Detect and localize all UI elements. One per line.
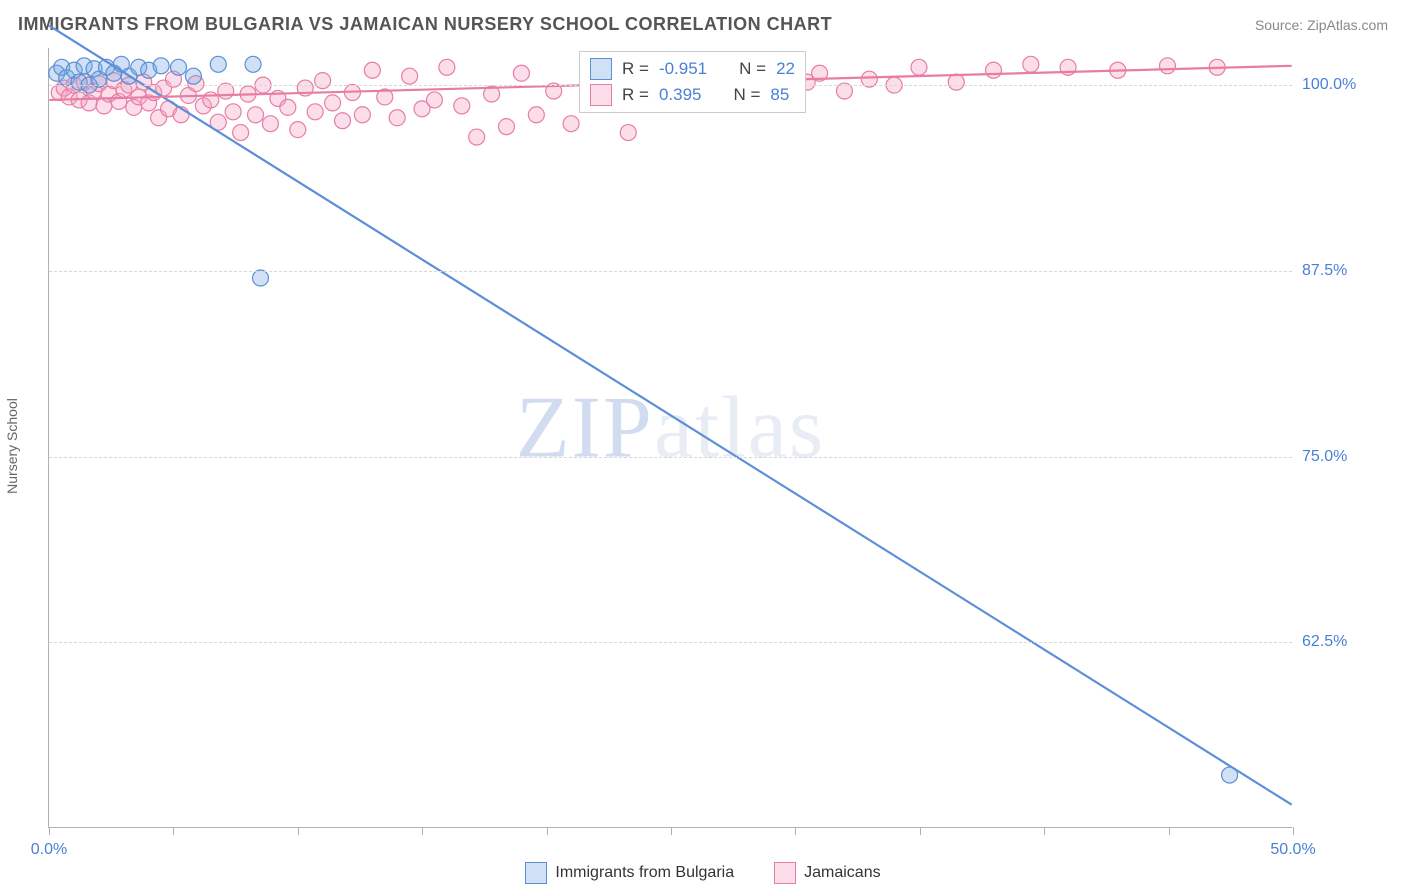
scatter-point	[171, 59, 187, 75]
scatter-point	[454, 98, 470, 114]
scatter-point	[439, 59, 455, 75]
legend-r-label: R =	[622, 85, 649, 105]
scatter-point	[948, 74, 964, 90]
swatch-bulgaria	[590, 58, 612, 80]
legend-r-value-bulgaria: -0.951	[659, 59, 707, 79]
x-tick	[671, 827, 672, 835]
legend-item-jamaicans: Jamaicans	[774, 862, 880, 884]
scatter-point	[499, 119, 515, 135]
x-tick	[1293, 827, 1294, 835]
legend-n-value-bulgaria: 22	[776, 59, 795, 79]
trend-line	[49, 26, 1291, 805]
x-tick	[795, 827, 796, 835]
y-tick-label: 62.5%	[1302, 633, 1402, 651]
x-tick	[920, 827, 921, 835]
grid-line	[49, 457, 1292, 458]
legend-r-value-jamaicans: 0.395	[659, 85, 702, 105]
scatter-point	[307, 104, 323, 120]
scatter-point	[290, 122, 306, 138]
scatter-point	[315, 73, 331, 89]
x-tick	[49, 827, 50, 835]
chart-svg	[49, 48, 1292, 827]
scatter-point	[389, 110, 405, 126]
y-tick-label: 100.0%	[1302, 76, 1402, 94]
plot-area: ZIPatlas R = -0.951 N = 22 R = 0.395 N =…	[48, 48, 1292, 828]
x-tick-label: 50.0%	[1270, 841, 1315, 859]
y-axis-label: Nursery School	[4, 398, 20, 494]
legend-n-value-jamaicans: 85	[770, 85, 789, 105]
scatter-point	[911, 59, 927, 75]
swatch-jamaicans-bottom	[774, 862, 796, 884]
grid-line	[49, 271, 1292, 272]
x-tick	[1044, 827, 1045, 835]
scatter-point	[513, 65, 529, 81]
chart-header: IMMIGRANTS FROM BULGARIA VS JAMAICAN NUR…	[18, 14, 1388, 35]
scatter-point	[528, 107, 544, 123]
series-legend: Immigrants from Bulgaria Jamaicans	[0, 862, 1406, 884]
scatter-point	[364, 62, 380, 78]
scatter-point	[280, 99, 296, 115]
scatter-point	[262, 116, 278, 132]
scatter-point	[1023, 56, 1039, 72]
scatter-point	[335, 113, 351, 129]
scatter-point	[620, 125, 636, 141]
scatter-point	[225, 104, 241, 120]
legend-label-bulgaria: Immigrants from Bulgaria	[555, 864, 734, 882]
swatch-jamaicans	[590, 84, 612, 106]
scatter-point	[563, 116, 579, 132]
swatch-bulgaria-bottom	[525, 862, 547, 884]
chart-title: IMMIGRANTS FROM BULGARIA VS JAMAICAN NUR…	[18, 14, 832, 35]
legend-n-label: N =	[739, 59, 766, 79]
legend-row-jamaicans: R = 0.395 N = 85	[590, 82, 795, 108]
scatter-point	[426, 92, 442, 108]
x-tick-label: 0.0%	[31, 841, 67, 859]
grid-line	[49, 642, 1292, 643]
scatter-point	[469, 129, 485, 145]
scatter-point	[153, 58, 169, 74]
scatter-point	[325, 95, 341, 111]
x-tick	[547, 827, 548, 835]
scatter-point	[354, 107, 370, 123]
legend-label-jamaicans: Jamaicans	[804, 864, 880, 882]
legend-r-label: R =	[622, 59, 649, 79]
scatter-point	[210, 56, 226, 72]
legend-n-label: N =	[733, 85, 760, 105]
legend-row-bulgaria: R = -0.951 N = 22	[590, 56, 795, 82]
scatter-point	[986, 62, 1002, 78]
x-tick	[173, 827, 174, 835]
y-tick-label: 75.0%	[1302, 448, 1402, 466]
scatter-point	[1159, 58, 1175, 74]
chart-source: Source: ZipAtlas.com	[1255, 17, 1388, 33]
x-tick	[298, 827, 299, 835]
scatter-point	[245, 56, 261, 72]
y-tick-label: 87.5%	[1302, 262, 1402, 280]
legend-item-bulgaria: Immigrants from Bulgaria	[525, 862, 734, 884]
scatter-point	[185, 68, 201, 84]
correlation-legend: R = -0.951 N = 22 R = 0.395 N = 85	[579, 51, 806, 113]
x-tick	[1169, 827, 1170, 835]
x-tick	[422, 827, 423, 835]
scatter-point	[253, 270, 269, 286]
scatter-point	[402, 68, 418, 84]
scatter-point	[248, 107, 264, 123]
scatter-point	[233, 125, 249, 141]
